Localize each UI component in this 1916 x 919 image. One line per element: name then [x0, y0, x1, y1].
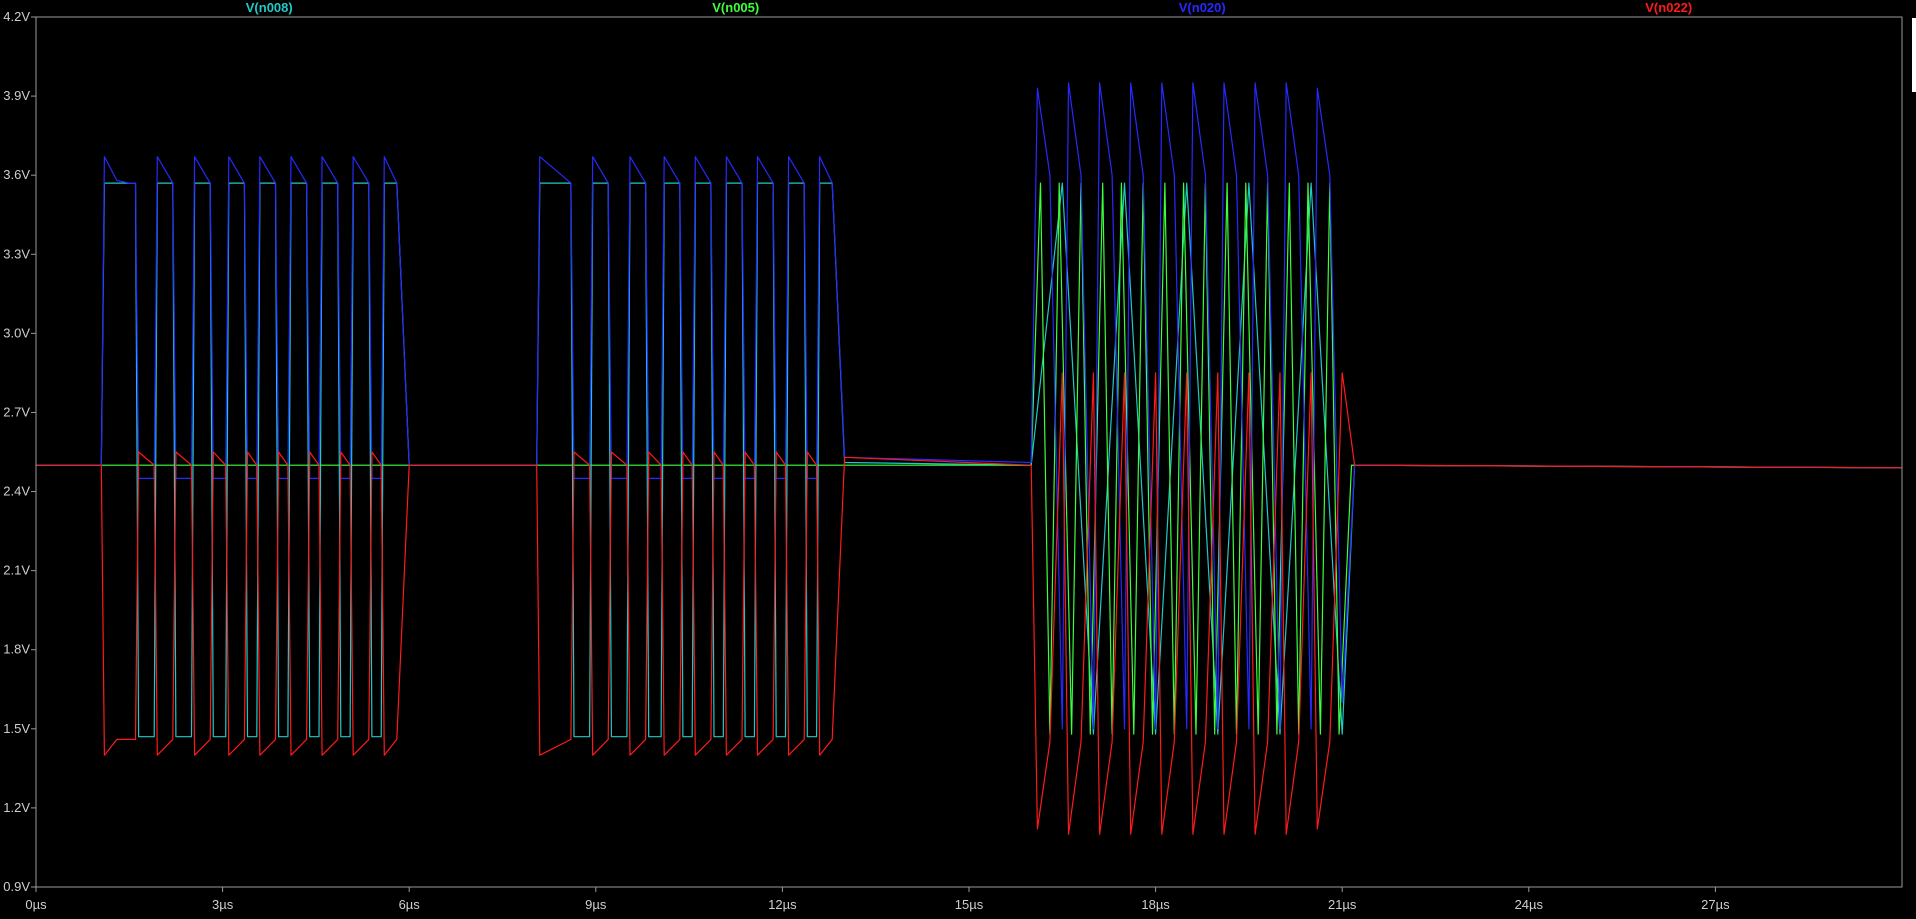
x-tick-label: 27µs	[1701, 897, 1730, 912]
y-tick-label: 1.5V	[3, 721, 30, 736]
x-tick-label: 15µs	[955, 897, 984, 912]
y-tick-label: 3.6V	[3, 167, 30, 182]
legend[interactable]: V(n008) V(n005) V(n020) V(n022)	[246, 0, 1692, 15]
y-tick-label: 2.4V	[3, 484, 30, 499]
y-tick-label: 3.9V	[3, 88, 30, 103]
x-tick-label: 12µs	[768, 897, 797, 912]
x-tick-label: 21µs	[1328, 897, 1357, 912]
x-axis: 0µs 3µs 6µs 9µs 12µs 15µs 18µs 21µs 24µs 27µs	[25, 887, 1730, 912]
y-tick-label: 1.2V	[3, 800, 30, 815]
y-tick-label: 3.3V	[3, 246, 30, 261]
y-tick-label: 0.9V	[3, 879, 30, 894]
legend-label-vn020[interactable]: V(n020)	[1179, 0, 1226, 15]
trace-vn020	[36, 82, 1903, 730]
legend-label-vn022[interactable]: V(n022)	[1645, 0, 1692, 15]
traces-layer	[36, 82, 1903, 835]
y-tick-label: 4.2V	[3, 9, 30, 24]
legend-label-vn005[interactable]: V(n005)	[712, 0, 759, 15]
x-tick-label: 9µs	[585, 897, 607, 912]
y-tick-label: 1.8V	[3, 642, 30, 657]
y-tick-label: 3.0V	[3, 325, 30, 340]
y-tick-label: 2.7V	[3, 404, 30, 419]
legend-label-vn008[interactable]: V(n008)	[246, 0, 293, 15]
x-tick-label: 6µs	[399, 897, 421, 912]
x-tick-label: 0µs	[25, 897, 47, 912]
x-tick-label: 18µs	[1141, 897, 1170, 912]
x-tick-label: 24µs	[1515, 897, 1544, 912]
trace-vn008	[36, 182, 1903, 738]
y-tick-label: 2.1V	[3, 563, 30, 578]
y-axis: 0.9V 1.2V 1.5V 1.8V 2.1V 2.4V 2.7V 3.0V 3.3V 3.6V…	[3, 9, 36, 894]
x-tick-label: 3µs	[212, 897, 234, 912]
scrollbar-handle[interactable]	[1912, 18, 1916, 92]
trace-vn022	[36, 372, 1903, 835]
